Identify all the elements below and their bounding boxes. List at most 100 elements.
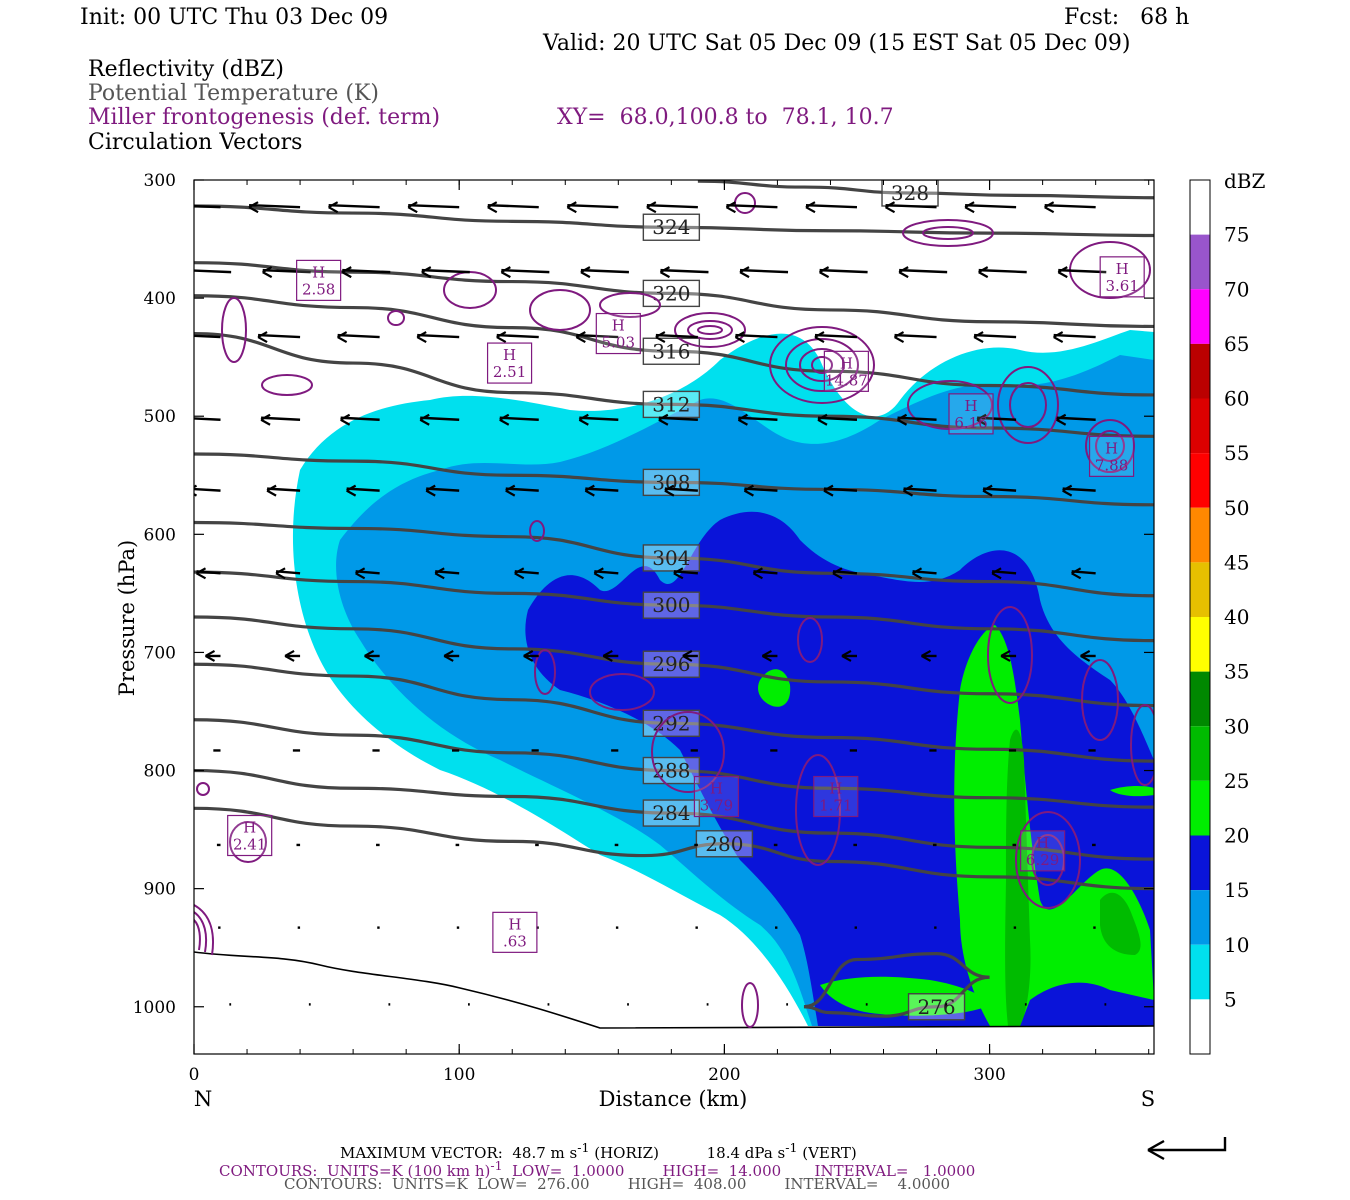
isentrope-320 xyxy=(194,261,1154,329)
circulation-vector xyxy=(342,268,391,274)
forecast-hour: Fcst: 68 h xyxy=(1064,5,1190,30)
isentrope-288 xyxy=(194,718,1154,809)
colorbar-swatch xyxy=(1190,180,1210,235)
circulation-vector-head xyxy=(260,413,271,426)
circulation-vector-head xyxy=(682,650,693,662)
circulation-vector xyxy=(487,203,539,209)
colorbar-unit: dBZ xyxy=(1224,169,1266,193)
y-tick-label: 1000 xyxy=(133,998,176,1018)
circulation-vector xyxy=(567,203,619,209)
circulation-vector xyxy=(249,203,301,209)
isentrope-label: 324 xyxy=(652,215,690,239)
circulation-vector xyxy=(496,333,539,339)
legend-theta: Potential Temperature (K) xyxy=(88,81,379,106)
circulation-vector-head xyxy=(1080,650,1091,662)
circulation-vector-head xyxy=(434,567,445,580)
miller-maximum-marker: H xyxy=(710,780,723,798)
miller-contour-info: CONTOURS: UNITS=K (100 km h)-1 LOW= 1.00… xyxy=(219,1158,976,1180)
miller-contour xyxy=(387,310,405,326)
miller-contour xyxy=(196,782,210,796)
miller-contour xyxy=(1095,430,1125,462)
isentrope-label-box xyxy=(642,337,701,365)
max-vector-vert-suffix: (VERT) xyxy=(802,1144,857,1162)
colorbar-swatch xyxy=(1190,671,1210,727)
isentrope-label-box xyxy=(642,213,701,241)
miller-contour xyxy=(589,673,655,711)
circulation-vector-head xyxy=(505,484,516,497)
colorbar-swatch xyxy=(1190,780,1210,836)
miller-maximum-marker: H xyxy=(1105,439,1118,457)
circulation-vector-head xyxy=(407,201,418,214)
surface-line xyxy=(193,951,1155,1029)
colorbar-swatch xyxy=(1190,343,1210,399)
miller-contour xyxy=(1031,834,1065,886)
circulation-vector-head xyxy=(257,331,268,344)
miller-contour xyxy=(674,312,746,348)
isentrope-label: 300 xyxy=(652,593,690,617)
circulation-vector-head xyxy=(262,266,273,279)
legend-miller: Miller frontogenesis (def. term) xyxy=(88,105,441,130)
miller-maximum-value: 7.88 xyxy=(1095,456,1128,474)
circulation-vector xyxy=(983,487,1017,492)
circulation-vector-head xyxy=(976,413,987,426)
refl-20-25-c xyxy=(1110,785,1154,797)
circulation-vector xyxy=(501,268,550,274)
circulation-vector xyxy=(505,487,539,492)
miller-maximum-box xyxy=(1088,435,1135,477)
circulation-vector-head xyxy=(284,650,295,662)
miller-maximum-value: 14.87 xyxy=(825,371,868,389)
circulation-vector xyxy=(817,416,858,421)
colorbar-level: 45 xyxy=(1224,550,1249,574)
isentrope-label: 304 xyxy=(652,546,690,570)
isentrope-312 xyxy=(194,331,1154,438)
miller-contour xyxy=(785,338,859,392)
miller-maximum-marker: H xyxy=(243,819,256,837)
miller-contour xyxy=(769,326,875,404)
circulation-vector-head xyxy=(593,567,604,580)
miller-contour xyxy=(529,520,545,542)
colorbar-swatch xyxy=(1190,507,1210,563)
miller-maximum-value: 3.79 xyxy=(700,797,733,815)
max-vector-horiz-suffix: (HORIZ) xyxy=(594,1144,659,1162)
circulation-vector xyxy=(576,333,619,339)
reference-vector-arrow xyxy=(1148,1137,1227,1152)
miller-contour xyxy=(997,366,1059,444)
circulation-vector-head xyxy=(673,567,684,580)
miller-contour-range: LOW= 1.0000 HIGH= 14.000 INTERVAL= 1.000… xyxy=(502,1162,976,1180)
circulation-vector-head xyxy=(912,567,923,580)
circulation-vector-head xyxy=(805,201,816,214)
y-axis-title: Pressure (hPa) xyxy=(115,540,139,696)
circulation-vector-head xyxy=(1062,484,1073,497)
circulation-vector xyxy=(819,268,868,274)
miller-contour xyxy=(799,348,845,382)
colorbar-frame xyxy=(1189,179,1211,1055)
circulation-vector xyxy=(897,416,937,421)
circulation-vector-head xyxy=(664,484,675,497)
y-tick-label: 700 xyxy=(144,643,176,663)
miller-maximum-box xyxy=(948,393,994,435)
circulation-vector-head xyxy=(978,266,989,279)
circulation-vector-head xyxy=(275,567,286,580)
circulation-vector-head xyxy=(819,266,830,279)
circulation-vector-head xyxy=(646,201,657,214)
miller-maximum-box xyxy=(1099,256,1145,298)
colorbar-swatch xyxy=(1190,999,1210,1054)
colorbar-level: 55 xyxy=(1224,441,1249,465)
circulation-vector-head xyxy=(248,201,259,214)
miller-maximum-value: .63 xyxy=(503,932,527,950)
circulation-vector xyxy=(194,334,221,339)
miller-contour xyxy=(687,320,733,340)
circulation-vector xyxy=(346,487,380,492)
circulation-vector xyxy=(977,416,1017,421)
colorbar-swatch xyxy=(1190,234,1210,290)
x-tick-label: 300 xyxy=(973,1065,1005,1085)
miller-maximum-value: 2.41 xyxy=(233,836,266,854)
circulation-vector-head xyxy=(194,484,198,497)
isentrope-label: 276 xyxy=(917,995,955,1019)
miller-maximum-value: 1.71 xyxy=(819,797,852,815)
circulation-vector-head xyxy=(921,650,932,662)
miller-maximum-box xyxy=(595,312,641,355)
miller-maximum-value: 5.03 xyxy=(602,334,635,352)
isentrope-label-box xyxy=(695,830,754,858)
miller-maximum-value: 2.58 xyxy=(302,280,335,298)
